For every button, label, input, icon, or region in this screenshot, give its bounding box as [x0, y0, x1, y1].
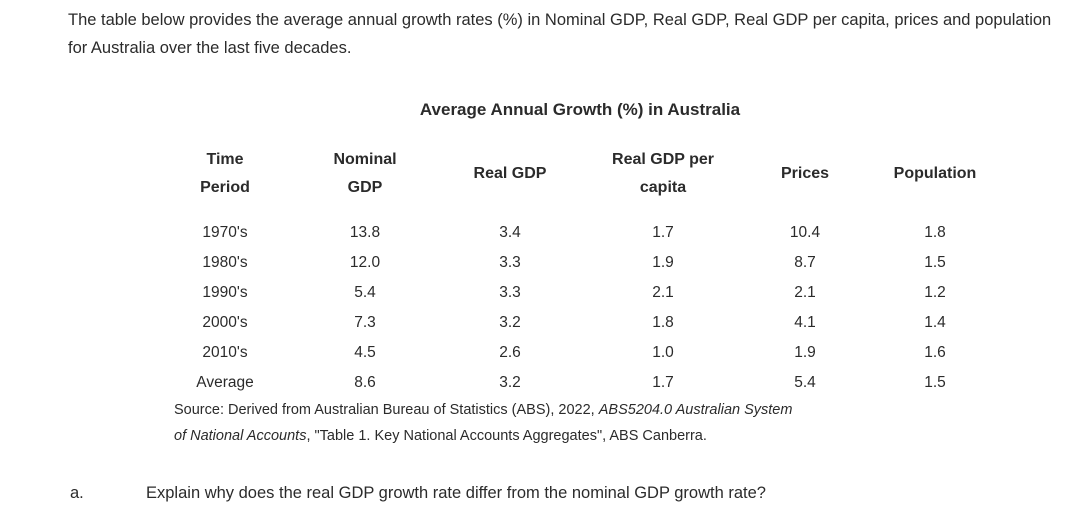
question-text: Explain why does the real GDP growth rat…: [146, 484, 766, 502]
header-line: Period: [200, 179, 250, 196]
cell-prices: 8.7: [794, 254, 816, 271]
row-label: 1990's: [202, 284, 248, 301]
cell-nominal-gdp: 12.0: [349, 254, 381, 271]
cell-real-gdp-per-capita: 1.8: [652, 314, 674, 331]
cell-real-gdp: 3.2: [499, 314, 521, 331]
source-line-2: of National Accounts, "Table 1. Key Nati…: [174, 428, 707, 444]
cell-population: 1.5: [924, 374, 946, 391]
cell-nominal-gdp: 4.5: [354, 344, 376, 361]
cell-real-gdp-per-capita: 1.7: [652, 224, 674, 241]
cell-population: 1.8: [924, 224, 946, 241]
header-line: Nominal: [333, 151, 397, 168]
source-line-1: Source: Derived from Australian Bureau o…: [174, 402, 792, 418]
header-prices: Prices: [735, 160, 875, 188]
cell-population: 1.2: [924, 284, 946, 301]
table-title: Average Annual Growth (%) in Australia: [419, 100, 741, 119]
row-label: Average: [196, 374, 254, 391]
header-time-period: Time Period: [155, 146, 295, 202]
source-prefix: Source: Derived from Australian Bureau o…: [174, 402, 599, 418]
cell-real-gdp: 3.3: [499, 254, 521, 271]
row-label: 1970's: [202, 224, 248, 241]
cell-population: 1.5: [924, 254, 946, 271]
cell-prices: 1.9: [794, 344, 816, 361]
question-label: a.: [70, 484, 84, 502]
source-italic-2: of National Accounts: [174, 428, 307, 444]
header-line: GDP: [347, 179, 383, 196]
row-label: 1980's: [202, 254, 248, 271]
header-real-gdp: Real GDP: [440, 160, 580, 188]
header-nominal-gdp: Nominal GDP: [295, 146, 435, 202]
row-label: 2000's: [202, 314, 248, 331]
header-line: Population: [893, 165, 977, 182]
cell-nominal-gdp: 7.3: [354, 314, 376, 331]
source-italic-1: ABS5204.0 Australian System: [598, 402, 793, 418]
cell-real-gdp-per-capita: 1.7: [652, 374, 674, 391]
cell-real-gdp: 3.3: [499, 284, 521, 301]
cell-prices: 5.4: [794, 374, 816, 391]
row-label: 2010's: [202, 344, 248, 361]
cell-real-gdp-per-capita: 1.9: [652, 254, 674, 271]
cell-real-gdp-per-capita: 2.1: [652, 284, 674, 301]
cell-real-gdp: 3.2: [499, 374, 521, 391]
header-population: Population: [865, 160, 1005, 188]
cell-population: 1.4: [924, 314, 946, 331]
header-real-gdp-per-capita: Real GDP per capita: [593, 146, 733, 202]
header-line: capita: [639, 179, 687, 196]
header-line: Real GDP per: [612, 151, 714, 168]
intro-paragraph: The table below provides the average ann…: [68, 11, 1052, 57]
cell-nominal-gdp: 5.4: [354, 284, 376, 301]
source-suffix: , "Table 1. Key National Accounts Aggreg…: [306, 428, 707, 444]
cell-real-gdp: 3.4: [499, 224, 521, 241]
cell-nominal-gdp: 8.6: [354, 374, 376, 391]
header-line: Prices: [780, 165, 830, 182]
cell-real-gdp: 2.6: [499, 344, 521, 361]
cell-nominal-gdp: 13.8: [349, 224, 381, 241]
header-line: Time: [206, 151, 244, 168]
cell-prices: 10.4: [789, 224, 821, 241]
cell-prices: 4.1: [794, 314, 816, 331]
cell-prices: 2.1: [794, 284, 816, 301]
cell-real-gdp-per-capita: 1.0: [652, 344, 674, 361]
cell-population: 1.6: [924, 344, 946, 361]
header-line: Real GDP: [473, 165, 547, 182]
